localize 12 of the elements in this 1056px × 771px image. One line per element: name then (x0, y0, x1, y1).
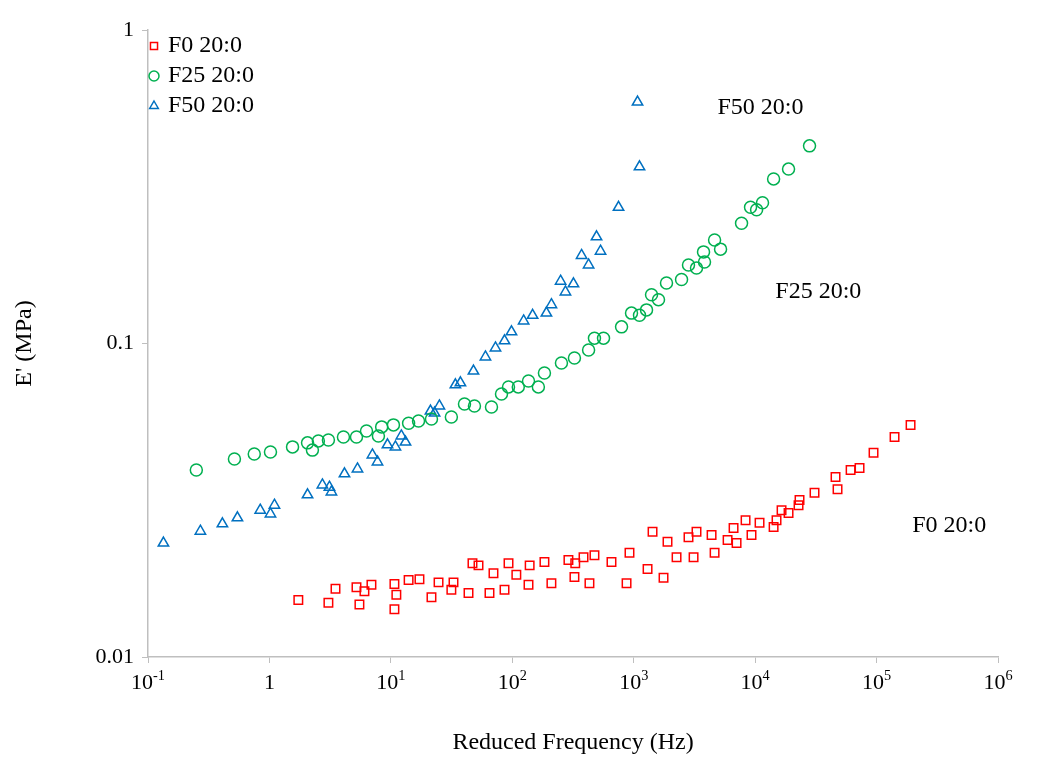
x-axis-title: Reduced Frequency (Hz) (452, 727, 694, 754)
y-axis-title: E' (MPa) (9, 300, 36, 387)
legend-label: F0 20:0 (168, 31, 243, 58)
annotation: F0 20:0 (912, 510, 987, 537)
annotation: F25 20:0 (775, 277, 862, 304)
y-tick-label: 1 (123, 15, 134, 41)
legend-label: F50 20:0 (168, 91, 255, 118)
y-tick-label: 0.1 (106, 329, 134, 355)
annotation: F50 20:0 (717, 93, 804, 120)
x-tick-label: 1 (263, 669, 275, 694)
legend-label: F25 20:0 (168, 61, 255, 88)
y-tick-label: 0.01 (95, 642, 134, 668)
